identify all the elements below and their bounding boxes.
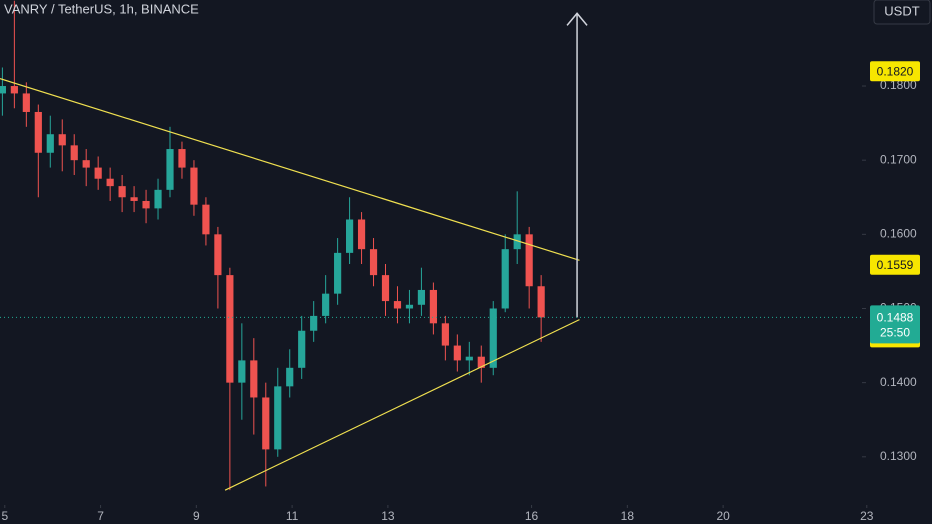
candle-body xyxy=(118,186,126,198)
candle-body xyxy=(154,189,162,209)
candle-body xyxy=(46,134,54,153)
candle-body xyxy=(286,367,294,387)
candle-body xyxy=(142,200,150,209)
candle-body xyxy=(274,386,282,450)
candle-body xyxy=(334,252,342,294)
x-tick-label: 16 xyxy=(525,509,539,523)
y-tick-label: 0.1400 xyxy=(880,375,917,389)
candle-body xyxy=(453,345,461,361)
candle-body xyxy=(70,145,78,161)
candle-body xyxy=(513,234,521,250)
candle-body xyxy=(82,160,90,168)
candle-body xyxy=(262,397,270,450)
candle-body xyxy=(298,330,306,368)
last-price-label: 0.1488 xyxy=(877,311,914,325)
candle-body xyxy=(441,323,449,346)
candle-body xyxy=(489,308,497,368)
candle-body xyxy=(34,111,42,153)
trend-line xyxy=(224,319,580,491)
trend-line xyxy=(0,78,580,261)
x-tick-label: 18 xyxy=(621,509,635,523)
candle-body xyxy=(226,275,234,383)
candle-body xyxy=(202,204,210,235)
candle-body xyxy=(106,178,114,187)
candle-body xyxy=(250,360,258,398)
price-badge xyxy=(870,61,920,82)
candle-body xyxy=(94,167,102,179)
candle-body xyxy=(10,86,18,94)
x-tick-label: 5 xyxy=(1,509,8,523)
candle-body xyxy=(190,167,198,205)
countdown-label: 25:50 xyxy=(880,326,910,340)
last-price-badge xyxy=(870,305,920,344)
x-tick-label: 11 xyxy=(286,509,299,523)
x-tick-label: 9 xyxy=(193,509,200,523)
price-badge-label: 0.1820 xyxy=(877,64,914,78)
candle-body xyxy=(477,356,485,368)
candle-body xyxy=(369,249,378,276)
candle-body xyxy=(178,149,186,168)
candle-body xyxy=(357,219,366,250)
currency-label[interactable]: USDT xyxy=(884,3,919,18)
candle-body xyxy=(501,249,509,309)
candle-body xyxy=(166,149,174,190)
candle-body xyxy=(214,234,222,276)
y-tick-label: 0.1600 xyxy=(880,227,917,241)
candle-body xyxy=(465,356,473,361)
y-tick-label: 0.1300 xyxy=(880,449,917,463)
candle-body xyxy=(310,315,318,331)
candle-body xyxy=(405,304,414,309)
candle-body xyxy=(130,197,138,201)
plot-area xyxy=(0,0,862,491)
candle-body xyxy=(417,289,426,305)
candle-body xyxy=(22,93,30,112)
candle-body xyxy=(0,86,6,94)
x-tick-label: 7 xyxy=(97,509,104,523)
x-tick-label: 13 xyxy=(381,509,395,523)
candle-body xyxy=(58,134,66,146)
candle-body xyxy=(345,219,354,253)
y-tick-label: 0.1700 xyxy=(880,152,917,166)
candle-body xyxy=(429,289,437,324)
candle-body xyxy=(238,360,246,383)
arrow-head xyxy=(566,12,588,26)
currency-button[interactable] xyxy=(873,0,931,25)
x-tick-label: 23 xyxy=(860,509,874,523)
price-badge-label: 0.1559 xyxy=(877,258,914,272)
candle-body xyxy=(525,234,533,287)
candle-body xyxy=(393,301,402,309)
axes: 0.13000.14000.15000.16000.17000.18005791… xyxy=(1,61,920,523)
candle-body xyxy=(322,293,330,316)
y-tick-label: 0.1800 xyxy=(880,78,917,92)
candle-body xyxy=(381,275,390,302)
price-badge xyxy=(870,254,920,275)
x-tick-label: 20 xyxy=(716,509,730,523)
candle-body xyxy=(537,286,545,318)
chart-title: VANRY / TetherUS, 1h, BINANCE xyxy=(4,1,199,16)
